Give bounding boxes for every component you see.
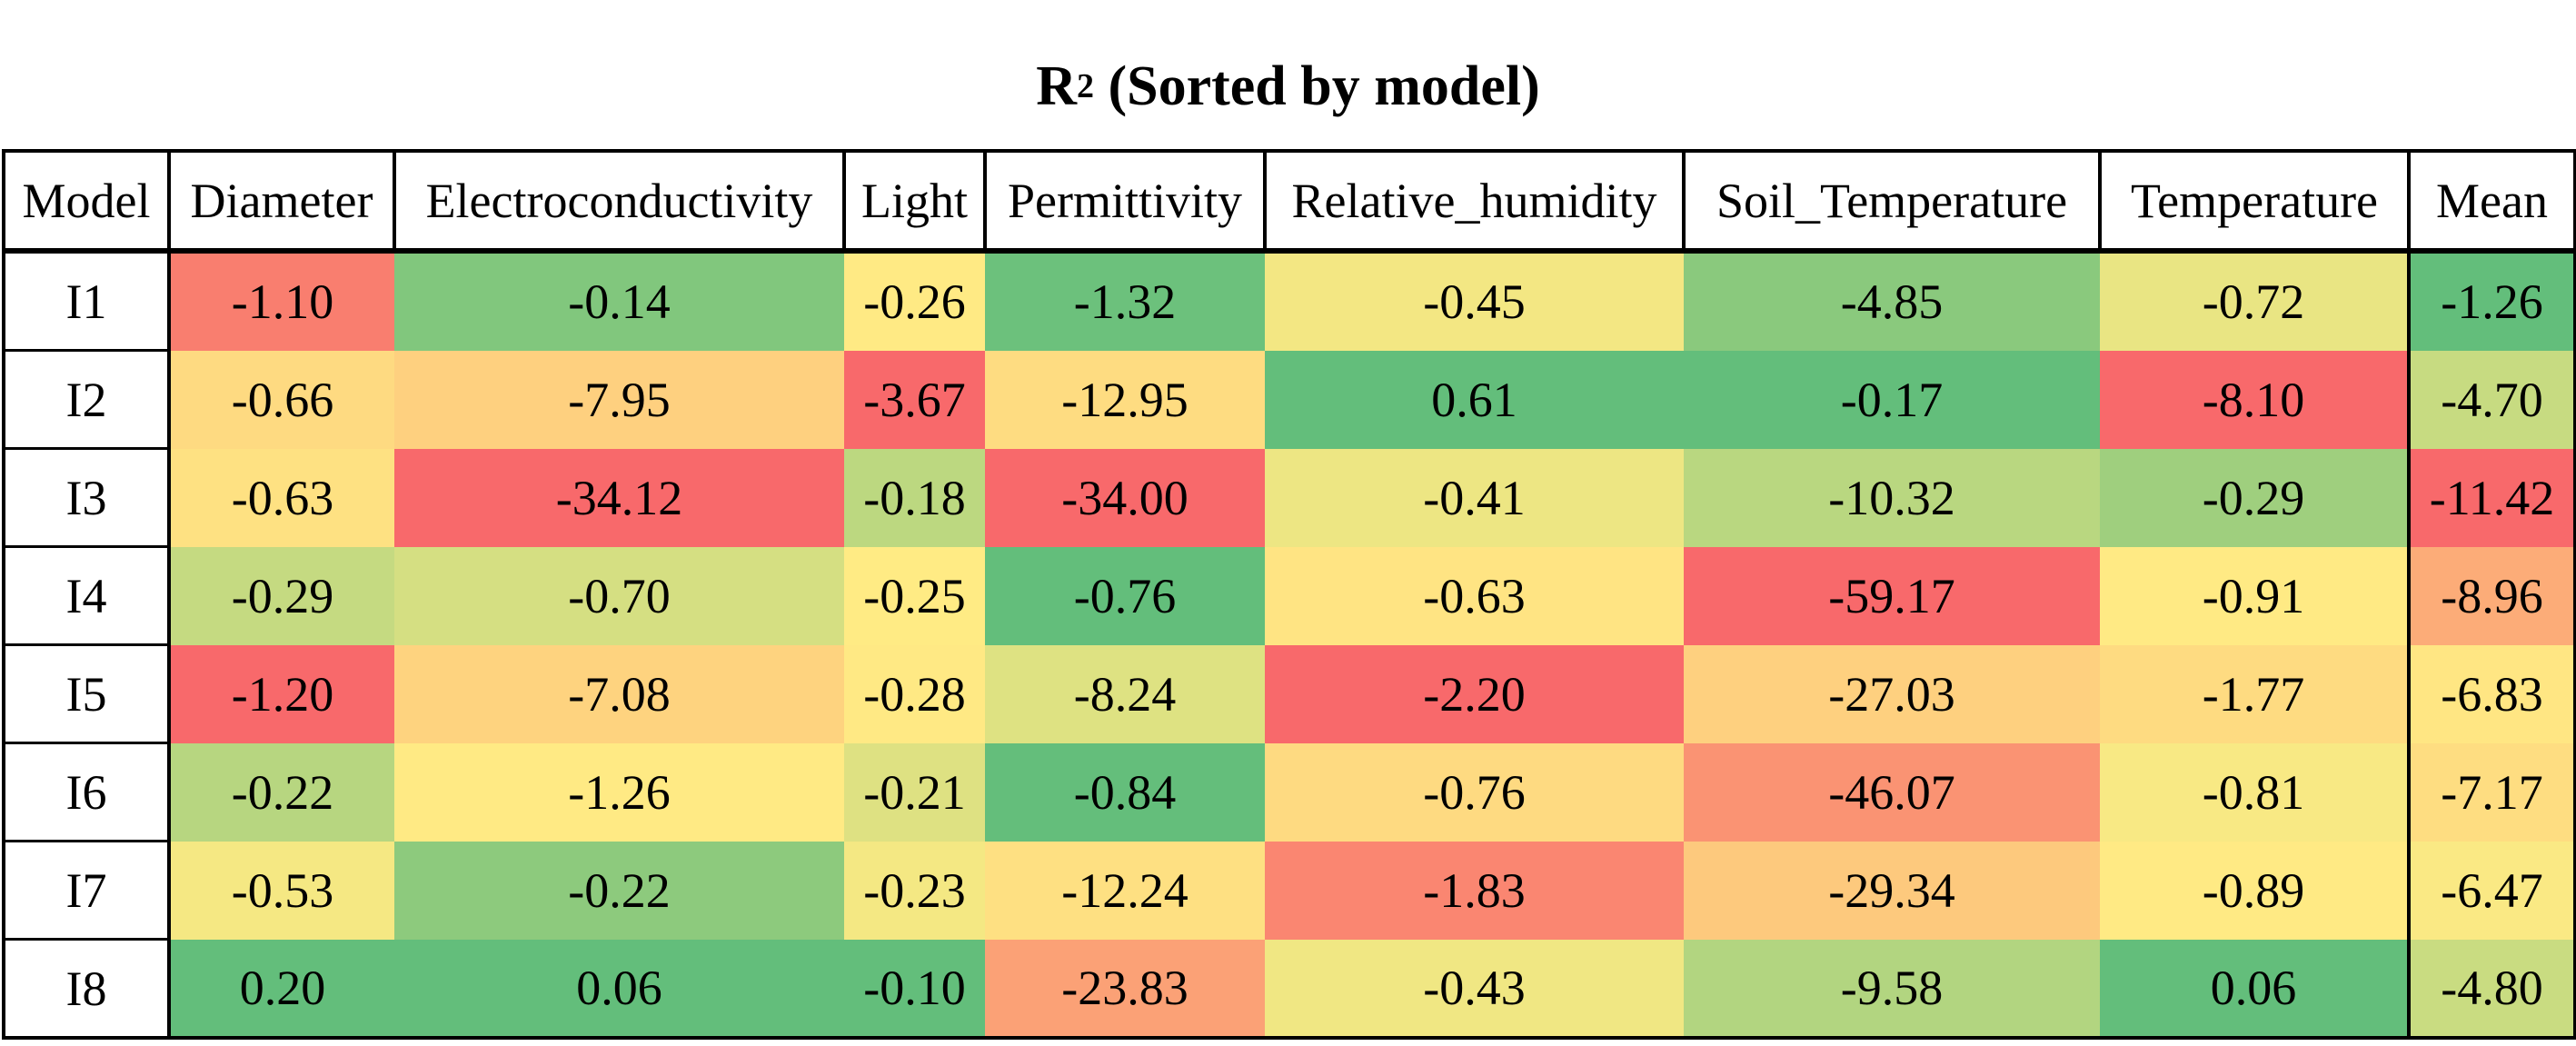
heatmap-cell: -4.85 <box>1684 251 2100 351</box>
heatmap-table: Model Diameter Electroconductivity Light… <box>2 149 2576 1040</box>
column-header-electroconductivity: Electroconductivity <box>393 149 846 254</box>
heatmap-cell: -0.22 <box>394 841 844 940</box>
heatmap-cell: -0.17 <box>1684 350 2100 449</box>
heatmap-cell: -1.20 <box>167 644 394 743</box>
heatmap-cell: -0.18 <box>844 448 985 547</box>
heatmap-cell: 0.61 <box>1265 350 1684 449</box>
heatmap-cell: -3.67 <box>844 350 985 449</box>
heatmap-cell: -29.34 <box>1684 841 2100 940</box>
heatmap-cell: 0.06 <box>394 939 844 1040</box>
heatmap-cell: -8.24 <box>985 644 1265 743</box>
column-header-mean: Mean <box>2407 149 2576 254</box>
heatmap-cell: -0.21 <box>844 742 985 842</box>
heatmap-cell: -0.70 <box>394 546 844 645</box>
heatmap-cell: -0.41 <box>1265 448 1684 547</box>
heatmap-cell: -0.66 <box>167 350 394 449</box>
heatmap-cell: -0.43 <box>1265 939 1684 1040</box>
heatmap-cell: -6.83 <box>2407 644 2576 743</box>
heatmap-cell: -12.95 <box>985 350 1265 449</box>
heatmap-cell: -4.70 <box>2407 350 2576 449</box>
title-superscript: 2 <box>1076 67 1094 105</box>
row-label-model: I7 <box>2 840 171 941</box>
heatmap-cell: -27.03 <box>1684 644 2100 743</box>
heatmap-cell: -0.26 <box>844 251 985 351</box>
heatmap-cell: -0.10 <box>844 939 985 1040</box>
heatmap-cell: -0.76 <box>1265 742 1684 842</box>
title-rest: (Sorted by model) <box>1093 55 1540 117</box>
heatmap-cell: -2.20 <box>1265 644 1684 743</box>
row-label-model: I3 <box>2 447 171 548</box>
heatmap-cell: -0.23 <box>844 841 985 940</box>
row-label-model: I6 <box>2 742 171 842</box>
heatmap-cell: -6.47 <box>2407 841 2576 940</box>
column-header-temperature: Temperature <box>2098 149 2411 254</box>
heatmap-cell: -1.26 <box>394 742 844 842</box>
heatmap-cell: -0.22 <box>167 742 394 842</box>
column-header-soil-temperature: Soil_Temperature <box>1682 149 2102 254</box>
column-header-light: Light <box>842 149 987 254</box>
heatmap-cell: -1.10 <box>167 251 394 351</box>
heatmap-cell: -0.53 <box>167 841 394 940</box>
heatmap-cell: -1.26 <box>2407 251 2576 351</box>
table-row: I5 -1.20 -7.08 -0.28 -8.24 -2.20 -27.03 -1.77 -6… <box>2 643 2576 744</box>
table-row: I7 -0.53 -0.22 -0.23 -12.24 -1.83 -29.34 -0.89-… <box>2 840 2576 941</box>
heatmap-cell: -46.07 <box>1684 742 2100 842</box>
heatmap-cell: -8.10 <box>2100 350 2409 449</box>
heatmap-cell: -8.96 <box>2407 546 2576 645</box>
heatmap-cell: -0.84 <box>985 742 1265 842</box>
heatmap-cell: -7.95 <box>394 350 844 449</box>
header-row: Model Diameter Electroconductivity Light… <box>2 149 2576 254</box>
heatmap-cell: -23.83 <box>985 939 1265 1040</box>
heatmap-cell: -0.14 <box>394 251 844 351</box>
table-row: I2 -0.66 -7.95 -3.67 -12.95 0.61 -0.17 -8.10 -4.… <box>2 349 2576 450</box>
heatmap-cell: -1.83 <box>1265 841 1684 940</box>
heatmap-cell: -0.81 <box>2100 742 2409 842</box>
heatmap-cell: -0.25 <box>844 546 985 645</box>
table-row: I4 -0.29 -0.70 -0.25 -0.76 -0.63 -59.17 -0.91 -8… <box>2 545 2576 646</box>
heatmap-cell: -1.32 <box>985 251 1265 351</box>
heatmap-cell: -9.58 <box>1684 939 2100 1040</box>
table-row: I1 -1.10 -0.14 -0.26 -1.32 -0.45 -4.85 -0.72 -1.… <box>2 249 2576 352</box>
heatmap-cell: -0.76 <box>985 546 1265 645</box>
row-label-model: I5 <box>2 643 171 744</box>
column-header-permittivity: Permittivity <box>983 149 1267 254</box>
heatmap-cell: 0.20 <box>167 939 394 1040</box>
chart-title: R2 (Sorted by model) <box>0 36 2576 136</box>
heatmap-cell: -0.28 <box>844 644 985 743</box>
row-label-model: I8 <box>2 938 171 1040</box>
heatmap-cell: -10.32 <box>1684 448 2100 547</box>
table-row: I8 0.20 0.06 -0.10 -23.83 -0.43 -9.58 0.06 -4.80 <box>2 938 2576 1040</box>
table-row: I6 -0.22 -1.26 -0.21 -0.84 -0.76 -46.07 -0.81 -7… <box>2 742 2576 842</box>
heatmap-cell: -59.17 <box>1684 546 2100 645</box>
heatmap-cell: -0.45 <box>1265 251 1684 351</box>
heatmap-cell: -7.17 <box>2407 742 2576 842</box>
row-label-model: I2 <box>2 349 171 450</box>
heatmap-cell: -34.00 <box>985 448 1265 547</box>
heatmap-cell: -4.80 <box>2407 939 2576 1040</box>
heatmap-cell: -0.63 <box>167 448 394 547</box>
heatmap-cell: -0.29 <box>2100 448 2409 547</box>
heatmap-cell: -34.12 <box>394 448 844 547</box>
heatmap-cell: -0.89 <box>2100 841 2409 940</box>
heatmap-cell: -0.29 <box>167 546 394 645</box>
column-header-relative-humidity: Relative_humidity <box>1263 149 1686 254</box>
heatmap-cell: -0.91 <box>2100 546 2409 645</box>
column-header-model: Model <box>2 149 171 254</box>
row-label-model: I1 <box>2 249 171 352</box>
table-row: I3 -0.63 -34.12 -0.18 -34.00 -0.41 -10.32 -0.29… <box>2 447 2576 548</box>
heatmap-cell: -7.08 <box>394 644 844 743</box>
heatmap-cell: -0.63 <box>1265 546 1684 645</box>
title-main: R <box>1036 55 1077 117</box>
heatmap-cell: -11.42 <box>2407 448 2576 547</box>
row-label-model: I4 <box>2 545 171 646</box>
column-header-diameter: Diameter <box>167 149 396 254</box>
heatmap-cell: -1.77 <box>2100 644 2409 743</box>
heatmap-cell: 0.06 <box>2100 939 2409 1040</box>
heatmap-body: I1 -1.10 -0.14 -0.26 -1.32 -0.45 -4.85 -0.72 -1.… <box>2 249 2576 1040</box>
heatmap-cell: -0.72 <box>2100 251 2409 351</box>
heatmap-cell: -12.24 <box>985 841 1265 940</box>
